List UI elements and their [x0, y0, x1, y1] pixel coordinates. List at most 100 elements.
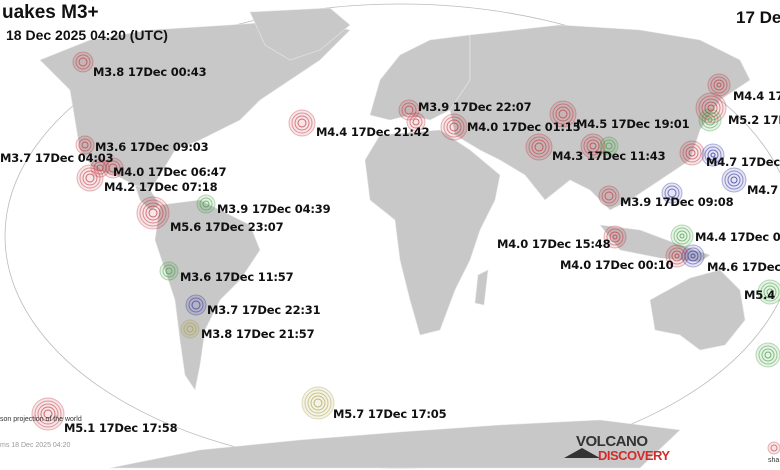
quake-label[interactable]: M3.6 17Dec 11:57: [180, 270, 294, 284]
quake-marker[interactable]: [196, 194, 216, 214]
marker-ring: [698, 108, 722, 132]
quake-marker[interactable]: [185, 294, 207, 316]
marker-ring: [707, 73, 731, 97]
quake-label[interactable]: M3.9 17Dec 09:08: [620, 195, 734, 209]
quake-marker[interactable]: [136, 196, 170, 230]
quake-marker[interactable]: [679, 140, 705, 166]
quake-marker[interactable]: [698, 108, 722, 132]
quake-marker[interactable]: [440, 113, 468, 141]
quake-label[interactable]: M5.7 17Dec 17:05: [333, 407, 447, 421]
quake-marker[interactable]: [599, 136, 619, 156]
marker-ring: [307, 392, 329, 414]
quake-label[interactable]: M3.7 17Dec 04:03: [0, 151, 114, 165]
marker-ring: [767, 441, 780, 455]
quake-marker[interactable]: [665, 244, 689, 268]
quake-label[interactable]: M4.6 17Dec: [707, 260, 780, 274]
quake-marker[interactable]: [661, 182, 683, 204]
quake-marker[interactable]: [72, 51, 94, 73]
quake-label[interactable]: M4.0 17Dec 15:48: [497, 237, 611, 251]
marker-ring: [78, 138, 92, 152]
quake-marker[interactable]: [767, 441, 780, 455]
marker-ring: [757, 279, 780, 305]
quake-label[interactable]: M3.9 17Dec 22:07: [418, 100, 532, 114]
marker-ring: [603, 225, 627, 249]
marker-ring: [710, 76, 728, 94]
marker-ring: [701, 143, 725, 167]
quake-label[interactable]: M4.0 17Dec 01:15: [467, 120, 581, 134]
quake-marker[interactable]: [288, 109, 316, 137]
quake-marker[interactable]: [102, 157, 124, 179]
quake-label[interactable]: M5.4: [744, 288, 776, 302]
marker-ring: [446, 119, 462, 135]
quake-label[interactable]: M4.2 17Dec 07:18: [104, 180, 218, 194]
quake-label[interactable]: M3.7 17Dec 22:31: [207, 303, 321, 317]
marker-ring: [724, 170, 744, 190]
marker-ring: [310, 395, 326, 411]
quake-marker[interactable]: [580, 133, 606, 159]
quake-label[interactable]: M3.6 17Dec 09:03: [95, 140, 209, 154]
marker-ring: [409, 115, 423, 129]
quake-marker[interactable]: [681, 244, 705, 268]
quake-marker[interactable]: [301, 386, 335, 420]
quake-label[interactable]: M4.4 17Dec 21:42: [316, 125, 430, 139]
quake-label[interactable]: M4.0 17Dec 06:47: [113, 165, 227, 179]
marker-ring: [687, 250, 699, 262]
timestamp: ms 18 Dec 2025 04:20: [0, 442, 71, 449]
quake-marker[interactable]: [398, 99, 420, 121]
quake-label[interactable]: M5.6 17Dec 23:07: [170, 220, 284, 234]
volcanodiscovery-logo[interactable]: VOLCANO DISCOVERY: [564, 434, 670, 464]
marker-ring: [690, 253, 696, 259]
date-label: 17 De: [736, 8, 780, 27]
quake-label[interactable]: M5.1 17Dec 17:58: [64, 421, 178, 435]
marker-ring: [443, 116, 465, 138]
marker-ring: [586, 139, 600, 153]
marker-ring: [685, 146, 699, 160]
marker-ring: [721, 167, 747, 193]
quake-marker[interactable]: [721, 167, 747, 193]
quake-marker[interactable]: [755, 342, 780, 368]
marker-ring: [701, 111, 719, 129]
marker-ring: [682, 143, 702, 163]
marker-ring: [82, 170, 98, 186]
quake-marker[interactable]: [701, 143, 725, 167]
quake-label[interactable]: M4.3 17Dec 11:43: [552, 149, 666, 163]
quake-marker[interactable]: [159, 261, 179, 281]
quake-marker[interactable]: [406, 112, 426, 132]
quake-label[interactable]: M4.7: [747, 183, 779, 197]
quake-marker[interactable]: [549, 100, 577, 128]
quake-label[interactable]: M4.7 17Dec: [706, 155, 780, 169]
quake-label[interactable]: M4.0 17Dec 00:10: [560, 258, 674, 272]
quake-label[interactable]: M3.8 17Dec 21:57: [201, 327, 315, 341]
quake-label[interactable]: M4.5 17Dec 19:01: [576, 117, 690, 131]
quake-marker[interactable]: [598, 185, 620, 207]
marker-ring: [96, 164, 104, 172]
quake-marker[interactable]: [180, 319, 200, 339]
quake-marker[interactable]: [757, 279, 780, 305]
marker-ring: [142, 202, 164, 224]
marker-ring: [707, 104, 715, 112]
quake-marker[interactable]: [695, 92, 727, 124]
marker-ring: [145, 205, 161, 221]
quake-label[interactable]: M5.2 17D: [728, 113, 780, 127]
quake-marker[interactable]: [525, 133, 553, 161]
marker-ring: [602, 139, 616, 153]
marker-ring: [761, 348, 775, 362]
marker-ring: [601, 188, 617, 204]
quake-label[interactable]: M3.8 17Dec 00:43: [93, 65, 207, 79]
quake-label[interactable]: M3.9 17Dec 04:39: [217, 202, 331, 216]
quake-marker[interactable]: [31, 397, 65, 431]
marker-ring: [301, 386, 335, 420]
quake-label[interactable]: M4.4 17: [733, 89, 780, 103]
marker-ring: [704, 101, 718, 115]
quake-marker[interactable]: [75, 135, 95, 155]
quake-marker[interactable]: [603, 225, 627, 249]
quake-label[interactable]: M4.4 17Dec 06: [695, 230, 780, 244]
landmass-greenland: [249, 7, 351, 61]
marker-ring: [37, 403, 59, 425]
quake-marker[interactable]: [76, 164, 104, 192]
quake-marker[interactable]: [670, 224, 694, 248]
marker-ring: [148, 208, 158, 218]
share-text[interactable]: sha: [768, 457, 780, 464]
quake-marker[interactable]: [707, 73, 731, 97]
